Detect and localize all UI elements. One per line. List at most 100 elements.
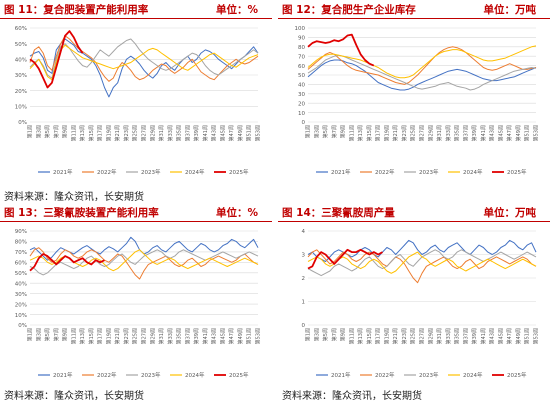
x-tick-label: 第3周 xyxy=(313,328,320,341)
x-tick-label: 第1周 xyxy=(305,328,312,341)
x-tick-label: 第51周 xyxy=(524,125,531,141)
y-tick-label: 80% xyxy=(15,240,27,246)
series-line-2024年 xyxy=(307,45,537,79)
legend-label: 2025年 xyxy=(229,371,249,379)
x-tick-label: 第9周 xyxy=(62,125,69,138)
legend-label: 2022年 xyxy=(97,371,117,379)
x-tick-label: 第47周 xyxy=(228,125,235,141)
y-tick-label: 40 xyxy=(298,83,305,89)
x-tick-label: 第29周 xyxy=(427,125,434,141)
x-tick-label: 第29周 xyxy=(149,328,156,344)
y-tick-label: 0% xyxy=(18,323,27,329)
x-tick-label: 第43周 xyxy=(211,328,218,344)
x-tick-label: 第49周 xyxy=(237,328,244,344)
x-tick-label: 第51周 xyxy=(524,328,531,344)
x-tick-label: 第7周 xyxy=(331,328,338,341)
source-note: 资料来源：隆众资讯，长安期货 xyxy=(4,391,144,402)
series-line-2023年 xyxy=(29,38,259,79)
x-tick-label: 第31周 xyxy=(436,328,443,344)
y-tick-label: 20% xyxy=(15,89,27,95)
legend-label: 2021年 xyxy=(331,371,351,379)
x-tick-label: 第3周 xyxy=(35,328,42,341)
chart-unit: 单位：万吨 xyxy=(483,207,537,219)
chart-fig12: 0 10 20 30 40 50 60 70 80 90 100 第1周 第3周 第5周 第7周 第9周 第11… xyxy=(295,26,540,176)
x-tick-label: 第35周 xyxy=(454,125,461,141)
y-tick-label: 100 xyxy=(295,26,306,32)
panel-header: 图 14：三聚氰胺周产量 单位：万吨 xyxy=(278,203,550,222)
y-tick-label: 0 xyxy=(302,323,306,329)
x-tick-label: 第39周 xyxy=(471,328,478,344)
y-tick-label: 0% xyxy=(18,120,27,126)
legend-label: 2023年 xyxy=(419,371,439,379)
x-tick-label: 第23周 xyxy=(401,328,408,344)
legend-label: 2021年 xyxy=(53,168,73,176)
legend-label: 2023年 xyxy=(419,168,439,176)
chart-fig14: 0 1 2 3 4 第1周 第3周 第5周 第7周 第9周 第11周 第13周 第15周 第17周 第19周… xyxy=(302,229,540,379)
x-tick-label: 第39周 xyxy=(193,125,200,141)
x-tick-label: 第39周 xyxy=(193,328,200,344)
x-tick-label: 第29周 xyxy=(427,328,434,344)
x-tick-label: 第51周 xyxy=(246,125,253,141)
x-tick-label: 第29周 xyxy=(149,125,156,141)
y-tick-label: 50% xyxy=(15,271,27,277)
series-line-2022年 xyxy=(29,35,259,82)
y-tick-label: 10% xyxy=(15,313,27,319)
x-tick-label: 第5周 xyxy=(44,328,51,341)
x-tick-label: 第45周 xyxy=(219,125,226,141)
series-line-2023年 xyxy=(29,249,259,276)
x-tick-label: 第41周 xyxy=(480,328,487,344)
x-tick-label: 第15周 xyxy=(88,125,95,141)
source-note: 资料来源：隆众资讯，长安期货 xyxy=(4,192,144,203)
series-line-2025年 xyxy=(29,30,84,89)
x-tick-label: 第35周 xyxy=(176,328,183,344)
legend-label: 2024年 xyxy=(185,371,205,379)
legend-label: 2025年 xyxy=(507,168,527,176)
x-tick-label: 第25周 xyxy=(132,328,139,344)
chart-unit: 单位：% xyxy=(215,207,258,219)
chart-title: 图 13：三聚氰胺装置产能利用率 xyxy=(4,207,159,219)
x-tick-label: 第41周 xyxy=(202,125,209,141)
legend-label: 2021年 xyxy=(53,371,73,379)
x-tick-label: 第21周 xyxy=(114,328,121,344)
x-tick-label: 第27周 xyxy=(141,328,148,344)
series-line-2022年 xyxy=(307,46,537,85)
x-tick-label: 第21周 xyxy=(114,125,121,141)
x-tick-label: 第45周 xyxy=(219,328,226,344)
x-tick-label: 第47周 xyxy=(228,328,235,344)
chart-unit: 单位：万吨 xyxy=(483,4,537,16)
x-tick-label: 第9周 xyxy=(340,125,347,138)
x-tick-label: 第11周 xyxy=(348,125,355,141)
x-tick-label: 第49周 xyxy=(237,125,244,141)
x-tick-label: 第25周 xyxy=(410,328,417,344)
x-tick-label: 第5周 xyxy=(44,125,51,138)
legend-label: 2021年 xyxy=(331,168,351,176)
x-tick-label: 第13周 xyxy=(357,125,364,141)
y-tick-label: 10% xyxy=(15,105,27,111)
series-line-2021年 xyxy=(307,59,537,91)
x-tick-label: 第43周 xyxy=(211,125,218,141)
chart-title: 图 14：三聚氰胺周产量 xyxy=(282,207,395,219)
x-tick-label: 第11周 xyxy=(70,328,77,344)
x-tick-label: 第53周 xyxy=(255,328,262,344)
x-tick-label: 第11周 xyxy=(348,328,355,344)
x-tick-label: 第49周 xyxy=(515,328,522,344)
series-line-2023年 xyxy=(307,54,537,91)
chart-title: 图 11：复合肥装置产能利用率 xyxy=(4,4,149,16)
x-tick-label: 第31周 xyxy=(158,328,165,344)
x-tick-label: 第49周 xyxy=(515,125,522,141)
y-tick-label: 50% xyxy=(15,42,27,48)
legend-label: 2022年 xyxy=(375,168,395,176)
chart-unit: 单位：% xyxy=(215,4,258,16)
x-tick-label: 第51周 xyxy=(246,328,253,344)
y-tick-label: 40% xyxy=(15,281,27,287)
x-tick-label: 第47周 xyxy=(506,328,513,344)
x-tick-label: 第17周 xyxy=(375,125,382,141)
y-tick-label: 60 xyxy=(298,64,305,70)
x-tick-label: 第53周 xyxy=(533,328,540,344)
x-tick-label: 第31周 xyxy=(158,125,165,141)
y-tick-label: 70% xyxy=(15,250,27,256)
x-tick-label: 第27周 xyxy=(419,328,426,344)
x-tick-label: 第37周 xyxy=(184,328,191,344)
x-tick-label: 第17周 xyxy=(375,328,382,344)
series-line-2025年 xyxy=(307,33,375,67)
